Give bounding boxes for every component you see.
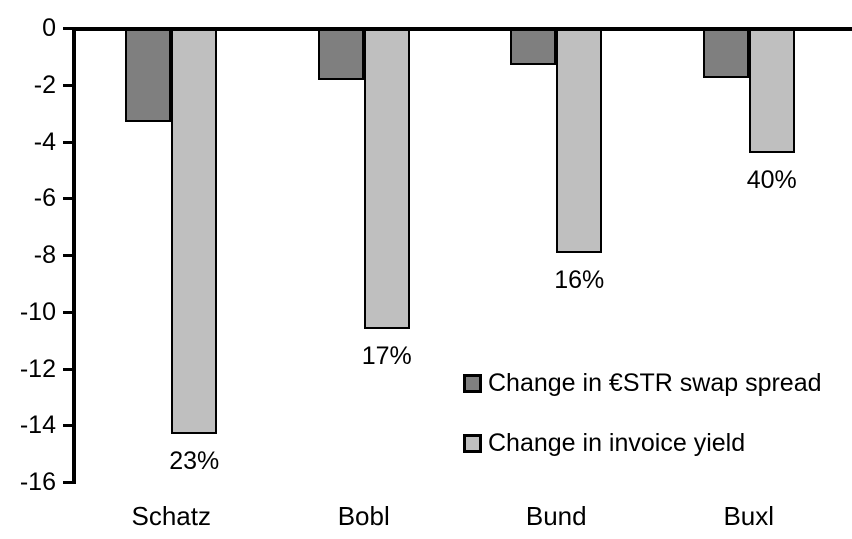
y-tick-mark <box>63 27 72 30</box>
legend-item-invoice-yield: Change in invoice yield <box>463 431 822 456</box>
y-tick-mark <box>63 83 72 87</box>
y-tick-label: -6 <box>33 184 56 213</box>
invoice-yield-swatch-icon <box>463 434 482 453</box>
swap-spread-swatch-icon <box>463 374 482 393</box>
legend: Change in €STR swap spread Change in inv… <box>463 371 822 456</box>
y-tick-mark <box>63 197 72 201</box>
y-tick-label: -4 <box>33 127 56 156</box>
bar-invoice-yield <box>748 28 795 154</box>
bar-swap-spread <box>510 28 557 66</box>
y-tick-mark <box>63 254 72 257</box>
legend-label-swap-spread: Change in €STR swap spread <box>488 369 822 397</box>
y-tick-mark <box>63 481 72 484</box>
y-tick-mark <box>63 424 72 428</box>
bar-invoice-yield <box>363 28 410 330</box>
y-tick-label: -12 <box>19 354 56 383</box>
bar-swap-spread <box>125 28 172 123</box>
y-tick-label: 0 <box>42 14 56 42</box>
bar-invoice-yield <box>171 28 218 435</box>
y-axis-line <box>72 26 76 484</box>
y-tick-label: -14 <box>19 411 56 440</box>
bar-swap-spread <box>317 28 364 80</box>
legend-label-invoice-yield: Change in invoice yield <box>488 429 746 457</box>
y-tick-mark <box>63 310 72 314</box>
bar-swap-spread <box>702 28 749 79</box>
data-label: 16% <box>554 265 605 294</box>
bar-invoice-yield <box>556 28 603 253</box>
category-label: Bobl <box>337 501 390 531</box>
legend-item-swap-spread: Change in €STR swap spread <box>463 371 822 396</box>
y-tick-label: -10 <box>19 297 56 326</box>
data-label: 40% <box>746 166 797 195</box>
category-label: Buxl <box>723 501 775 531</box>
y-tick-mark <box>63 367 72 371</box>
y-tick-mark <box>63 140 72 144</box>
data-label: 23% <box>169 447 220 476</box>
y-tick-label: -8 <box>33 241 56 269</box>
x-axis-zero-line <box>72 26 852 31</box>
data-label: 17% <box>361 342 412 371</box>
category-label: Bund <box>525 501 587 531</box>
category-label: Schatz <box>131 501 212 531</box>
y-tick-label: -16 <box>19 468 56 496</box>
y-tick-label: -2 <box>33 70 56 99</box>
